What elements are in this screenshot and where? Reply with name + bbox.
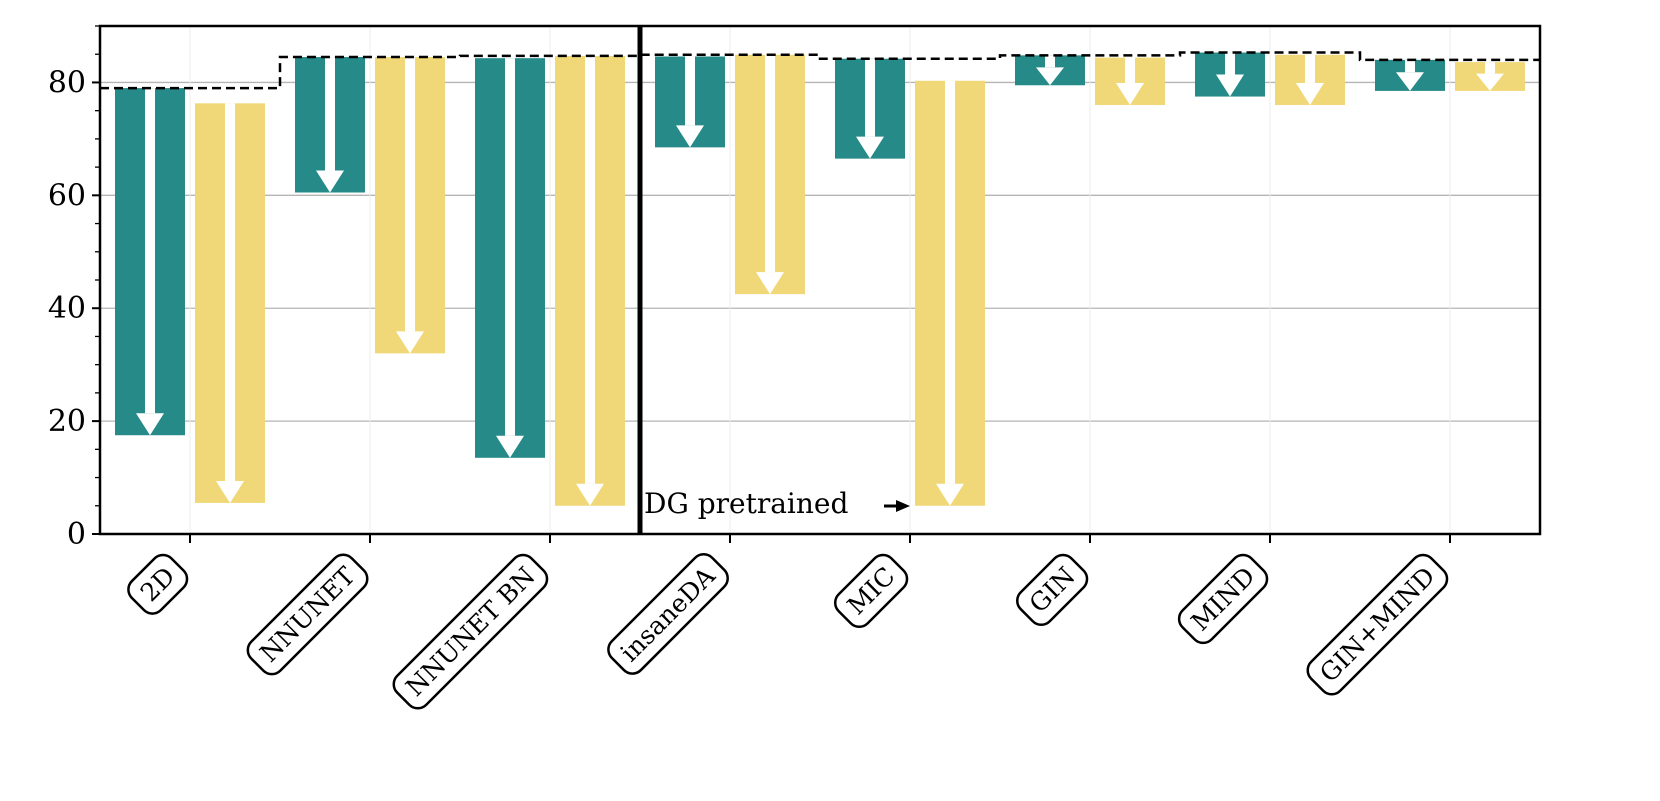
category-label-text: insaneDA — [615, 561, 722, 668]
y-tick-label: 0 — [67, 517, 86, 552]
category-label-box — [607, 553, 729, 675]
bar-arrow-shaft — [1485, 62, 1495, 74]
bar-arrow-head-icon — [316, 170, 344, 193]
bar-group — [195, 103, 265, 503]
bar-arrow-shaft — [945, 80, 955, 484]
category-label: GIN — [1016, 553, 1089, 626]
bar-arrow-head-icon — [676, 125, 704, 148]
category-label: 2D — [127, 553, 189, 615]
bar-group — [1375, 59, 1445, 91]
reference-line — [100, 51, 1540, 90]
category-label: MIC — [833, 553, 909, 629]
bar-arrow-head-icon — [576, 483, 604, 506]
annotation-arrowhead-icon — [896, 500, 910, 512]
y-tick-label: 60 — [48, 178, 86, 213]
bar-arrow-shaft — [325, 57, 335, 171]
bar-group — [1015, 55, 1085, 86]
category-label-box — [1306, 553, 1449, 696]
bar-arrow-shaft — [685, 56, 695, 126]
category-label-text: NNUNET — [254, 561, 361, 668]
bar-arrow-head-icon — [856, 136, 884, 159]
bar-arrow-head-icon — [756, 272, 784, 295]
category-label: GIN+MIND — [1306, 553, 1449, 696]
x-axis: 2D NNUNET NNUNET BN insaneDA MIC GIN MIND GIN+M… — [127, 534, 1451, 710]
y-tick-label: 20 — [48, 404, 86, 439]
bar-group — [915, 80, 985, 506]
y-axis: 0 20 40 60 80 — [48, 25, 100, 552]
bar-group — [375, 57, 445, 354]
category-label: insaneDA — [607, 553, 729, 675]
annotation-text: DG pretrained — [644, 487, 848, 520]
category-label-box — [833, 553, 909, 629]
annotation: DG pretrained — [644, 487, 910, 520]
bar-group — [555, 55, 625, 506]
bar-group — [1195, 52, 1265, 97]
bar-group — [295, 57, 365, 193]
bar-group — [115, 88, 185, 436]
bar-arrow-shaft — [1405, 59, 1415, 73]
bar-group — [1095, 57, 1165, 106]
bar-arrow-head-icon — [216, 480, 244, 503]
bar-arrow-head-icon — [1476, 73, 1504, 91]
category-label: MIND — [1177, 553, 1269, 645]
bar-arrow-shaft — [765, 54, 775, 273]
reference-step-line — [100, 51, 1540, 90]
bar-arrow-head-icon — [1116, 83, 1144, 106]
category-label-box — [246, 553, 369, 676]
bar-arrow-head-icon — [396, 331, 424, 354]
bar-arrow-shaft — [145, 88, 155, 414]
bar-group — [475, 58, 545, 458]
bar-group — [1455, 62, 1525, 91]
bar-arrow-head-icon — [136, 413, 164, 436]
bar-arrow-shaft — [405, 57, 415, 332]
bar-arrow-head-icon — [496, 435, 524, 458]
bar-arrow-head-icon — [1296, 83, 1324, 106]
category-label-box — [127, 553, 189, 615]
category-label: NNUNET BN — [392, 553, 549, 710]
bar-arrow-shaft — [585, 55, 595, 484]
bar-arrow-shaft — [1045, 55, 1055, 68]
bar-arrow-head-icon — [1036, 67, 1064, 86]
y-tick-label: 40 — [48, 291, 86, 326]
bar-arrow-shaft — [225, 103, 235, 481]
bar-arrow-head-icon — [1216, 74, 1244, 97]
category-label-box — [1177, 553, 1269, 645]
y-tick-label: 80 — [48, 65, 86, 100]
bar-arrow-shaft — [865, 58, 875, 137]
bar-arrow-shaft — [1125, 57, 1135, 84]
bar-group — [735, 54, 805, 295]
bar-arrow-shaft — [505, 58, 515, 436]
category-label-box — [1016, 553, 1089, 626]
bar-arrow-shaft — [1305, 54, 1315, 84]
category-label-box — [392, 553, 549, 710]
bar-arrow-head-icon — [936, 483, 964, 506]
category-label-text: GIN+MIND — [1314, 561, 1441, 688]
bar-group — [1275, 54, 1345, 106]
bar-arrow-head-icon — [1396, 72, 1424, 91]
bar-group — [655, 56, 725, 148]
bar-group — [835, 58, 905, 159]
category-label: NNUNET — [246, 553, 369, 676]
bar-arrow-shaft — [1225, 52, 1235, 75]
bars — [115, 52, 1525, 506]
category-label-text: NNUNET BN — [400, 561, 541, 702]
